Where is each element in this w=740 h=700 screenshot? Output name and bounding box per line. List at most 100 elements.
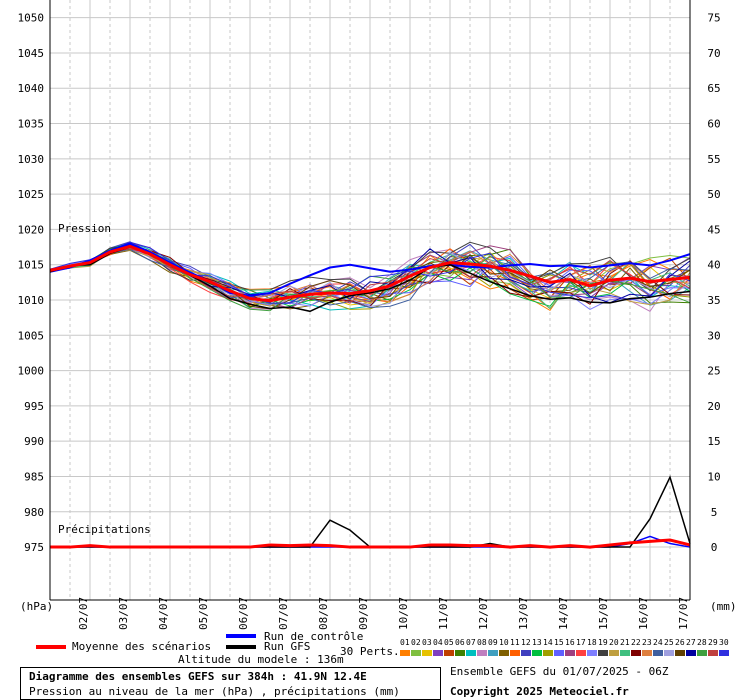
legend-mean-label: Moyenne des scénarios — [72, 640, 212, 653]
pert-legend-swatch-10 — [499, 650, 509, 656]
y-left-axis-label: (hPa) — [20, 600, 54, 613]
altitude-label: Altitude du modele : 136m — [178, 653, 344, 666]
pert-legend-swatch-08 — [477, 650, 487, 656]
pert-legend-label-01: 01 — [400, 638, 410, 647]
y-left-tick-label: 1020 — [18, 223, 45, 236]
copyright-label: Copyright 2025 Meteociel.fr — [450, 685, 629, 698]
y-right-tick-label: 0 — [711, 541, 718, 554]
legend-gfs-swatch — [226, 645, 256, 649]
pert-legend-label-23: 23 — [642, 638, 652, 647]
perturbation-legend: 01 02 03 04 05 06 07 08 09 10 11 12 13 14 15 16 17 18 19 20… — [400, 638, 730, 658]
pert-legend-label-07: 07 — [466, 638, 476, 647]
y-right-tick-label: 35 — [707, 294, 720, 307]
pert-legend-swatch-12 — [521, 650, 531, 656]
pert-legend-swatch-28 — [697, 650, 707, 656]
legend-control-swatch — [226, 634, 256, 638]
y-right-tick-label: 70 — [707, 47, 720, 60]
x-date-tick-label: 12/07 — [477, 597, 490, 630]
x-date-tick-label: 16/07 — [637, 597, 650, 630]
pert-legend-label-08: 08 — [477, 638, 487, 647]
pert-legend-swatch-24 — [653, 650, 663, 656]
pert-legend-label-09: 09 — [488, 638, 498, 647]
pert-legend-label-22: 22 — [631, 638, 641, 647]
pert-legend-label-19: 19 — [598, 638, 608, 647]
y-right-tick-label: 5 — [711, 506, 718, 519]
series-pressure-0 — [49, 244, 691, 303]
y-left-tick-label: 1005 — [18, 329, 45, 342]
pert-legend-label-20: 20 — [609, 638, 619, 647]
y-left-tick-label: 995 — [24, 400, 44, 413]
title-box: Diagramme des ensembles GEFS sur 384h : … — [20, 667, 441, 700]
pert-legend-label-11: 11 — [510, 638, 520, 647]
y-left-tick-label: 1015 — [18, 259, 45, 272]
y-right-tick-label: 45 — [707, 223, 720, 236]
pert-legend-swatch-13 — [532, 650, 542, 656]
pert-legend-swatch-14 — [543, 650, 553, 656]
x-date-tick-label: 11/07 — [437, 597, 450, 630]
pert-legend-swatch-02 — [411, 650, 421, 656]
y-right-tick-label: 25 — [707, 365, 720, 378]
y-left-tick-label: 1010 — [18, 294, 45, 307]
axis-ticks: 1050104510401035103010251020101510101005… — [18, 12, 721, 630]
y-left-tick-label: 980 — [24, 506, 44, 519]
ensemble-run-label: Ensemble GEFS du 01/07/2025 - 06Z — [450, 665, 669, 678]
series-precip-0 — [50, 538, 691, 549]
pert-legend-swatch-03 — [422, 650, 432, 656]
pert-legend-label-18: 18 — [587, 638, 597, 647]
pert-legend-swatch-16 — [565, 650, 575, 656]
chart-subtitle: Pression au niveau de la mer (hPa) , pré… — [29, 685, 400, 698]
pert-legend-label-30: 30 — [719, 638, 729, 647]
y-left-tick-label: 1045 — [18, 47, 45, 60]
chart-title: Diagramme des ensembles GEFS sur 384h : … — [29, 670, 367, 683]
y-left-tick-label: 975 — [24, 541, 44, 554]
pert-legend-swatch-15 — [554, 650, 564, 656]
y-right-axis-label: (mm) — [710, 600, 737, 613]
pert-legend-label-21: 21 — [620, 638, 630, 647]
pert-legend-label-02: 02 — [411, 638, 421, 647]
perturbation-lines — [49, 241, 691, 313]
y-left-tick-label: 1035 — [18, 118, 45, 131]
pert-legend-swatch-27 — [686, 650, 696, 656]
x-date-tick-label: 08/07 — [317, 597, 330, 630]
pert-legend-swatch-07 — [466, 650, 476, 656]
y-left-tick-label: 1040 — [18, 82, 45, 95]
pert-legend-swatch-04 — [433, 650, 443, 656]
pressure-section-label: Pression — [58, 222, 111, 235]
pert-legend-label-04: 04 — [433, 638, 443, 647]
x-date-tick-label: 06/07 — [237, 597, 250, 630]
precip-section-label: Précipitations — [58, 523, 151, 536]
pert-legend-label-25: 25 — [664, 638, 674, 647]
pert-legend-label-12: 12 — [521, 638, 531, 647]
pert-legend-label-24: 24 — [653, 638, 663, 647]
y-left-tick-label: 1030 — [18, 153, 45, 166]
pert-legend-label-28: 28 — [697, 638, 707, 647]
y-left-tick-label: 1025 — [18, 188, 45, 201]
pert-legend-swatch-05 — [444, 650, 454, 656]
pert-legend-swatch-19 — [598, 650, 608, 656]
pert-legend-label-10: 10 — [499, 638, 509, 647]
y-left-tick-label: 1050 — [18, 12, 45, 25]
pert-legend-swatch-30 — [719, 650, 729, 656]
pert-legend-label-14: 14 — [543, 638, 553, 647]
y-right-tick-label: 10 — [707, 470, 720, 483]
x-date-tick-label: 10/07 — [397, 597, 410, 630]
pert-legend-swatch-26 — [675, 650, 685, 656]
pert-legend-swatch-25 — [664, 650, 674, 656]
x-date-tick-label: 09/07 — [357, 597, 370, 630]
y-right-tick-label: 50 — [707, 188, 720, 201]
pert-legend-swatch-01 — [400, 650, 410, 656]
x-date-tick-label: 14/07 — [557, 597, 570, 630]
pert-legend-swatch-17 — [576, 650, 586, 656]
x-date-tick-label: 03/07 — [117, 597, 130, 630]
x-date-tick-label: 17/07 — [677, 597, 690, 630]
pert-legend-label-05: 05 — [444, 638, 454, 647]
x-date-tick-label: 05/07 — [197, 597, 210, 630]
pert-legend-label-27: 27 — [686, 638, 696, 647]
y-right-tick-label: 75 — [707, 12, 720, 25]
pert-legend-label-06: 06 — [455, 638, 465, 647]
y-right-tick-label: 55 — [707, 153, 720, 166]
y-right-tick-label: 65 — [707, 82, 720, 95]
x-date-tick-label: 02/07 — [77, 597, 90, 630]
pert-legend-label-13: 13 — [532, 638, 542, 647]
pert-legend-swatch-18 — [587, 650, 597, 656]
